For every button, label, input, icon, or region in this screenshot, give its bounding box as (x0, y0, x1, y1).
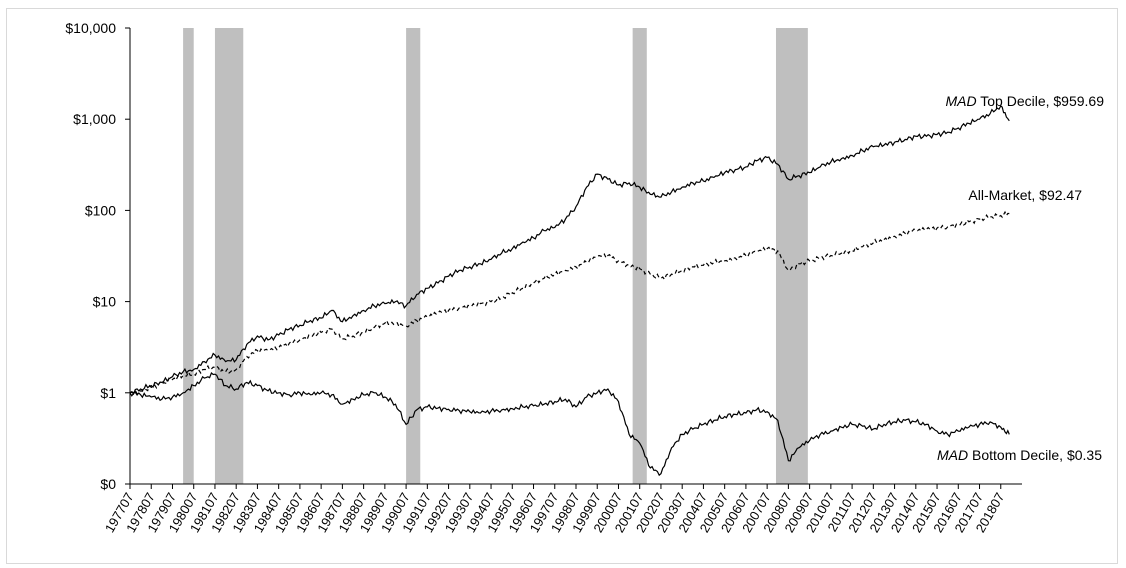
y-tick-label-5: $10,000 (65, 20, 116, 36)
y-tick-label-2: $10 (93, 294, 117, 310)
shaded-period-1 (214, 28, 244, 484)
shaded-period-2 (406, 28, 421, 484)
annotation-all-market-text: All-Market, $92.47 (968, 187, 1082, 203)
chart-frame (6, 8, 1118, 564)
annotation-bottom-decile-text: Bottom Decile, $0.35 (968, 447, 1102, 463)
y-tick-label-0: $0 (100, 476, 116, 492)
y-tick-label-4: $1,000 (73, 111, 116, 127)
recession-shading (183, 28, 808, 484)
series-bottom-decile-line (129, 372, 1010, 477)
shaded-period-3 (632, 28, 647, 484)
annotation-top-decile: MAD Top Decile, $959.69 (945, 93, 1104, 109)
y-tick-label-1: $1 (100, 385, 116, 401)
series-all-market-line (129, 210, 1010, 395)
annotation-all-market: All-Market, $92.47 (968, 187, 1082, 203)
series-lines (129, 104, 1010, 477)
annotation-top-decile-italic: MAD (945, 93, 976, 109)
y-tick-labels: $0 $1 $10 $100 $1,000 $10,000 (65, 20, 130, 492)
series-annotations: MAD Top Decile, $959.69 All-Market, $92.… (937, 93, 1104, 463)
annotation-bottom-decile: MAD Bottom Decile, $0.35 (937, 447, 1102, 463)
annotation-bottom-decile-italic: MAD (937, 447, 968, 463)
x-tick-labels: 1977071978071979071980071981071982071983… (102, 484, 1007, 535)
shaded-period-4 (775, 28, 808, 484)
axes (129, 28, 1022, 485)
shaded-period-0 (183, 28, 194, 484)
annotation-top-decile-text: Top Decile, $959.69 (977, 93, 1105, 109)
y-tick-label-3: $100 (85, 202, 116, 218)
series-top-decile-line (129, 104, 1010, 396)
